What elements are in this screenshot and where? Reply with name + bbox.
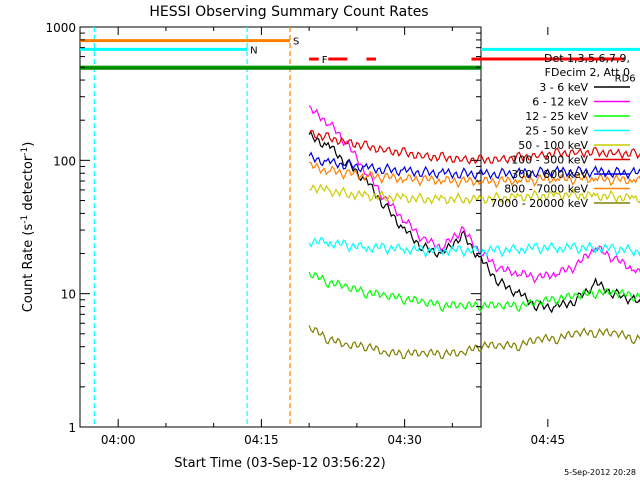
series-line	[308, 105, 640, 284]
x-tick-label: 04:15	[244, 433, 279, 447]
x-tick-label: 04:30	[387, 433, 422, 447]
flag-label: F	[322, 55, 328, 66]
legend-entry-label: 25 - 50 keV	[525, 125, 588, 138]
y-axis-label: Count Rate (s-1 detector-1)	[20, 142, 36, 313]
y-ticks: 1 10 100 1000	[45, 21, 481, 435]
y-tick-label: 1000	[45, 21, 76, 35]
legend-entry-label: 50 - 100 keV	[518, 139, 588, 152]
series-line	[308, 237, 640, 258]
legend-entry-label: 6 - 12 keV	[532, 96, 588, 109]
series-line	[309, 183, 640, 205]
legend-entry-label: 100 - 300 keV	[511, 154, 588, 167]
series-line	[308, 129, 640, 165]
legend-entry-label: 3 - 6 keV	[539, 81, 588, 94]
legend-header-line-1: Det 1,3,5,6,7,9,	[544, 52, 630, 65]
series-line	[308, 325, 640, 360]
x-tick-label: 04:45	[531, 433, 566, 447]
vertical-markers	[93, 27, 291, 427]
series-line	[308, 271, 640, 313]
legend-entry-label: 7000 - 20000 keV	[490, 197, 588, 210]
legend-header-line-2: FDecim 2, Att 0	[545, 66, 630, 79]
y-tick-label: 10	[61, 288, 76, 302]
y-tick-label: 1	[68, 421, 76, 435]
y-tick-label: 100	[53, 154, 76, 168]
chart-title: HESSI Observing Summary Count Rates	[149, 4, 428, 20]
series-line	[308, 151, 640, 181]
flag-lines: SNFRD0RD6	[80, 37, 640, 84]
series-line	[308, 131, 640, 314]
legend-entry-label: 300 - 800 keV	[511, 168, 588, 181]
x-tick-label: 04:00	[101, 433, 136, 447]
flag-label: S	[293, 37, 299, 48]
plot-frame	[79, 26, 482, 428]
series-line	[308, 161, 640, 189]
legend: Det 1,3,5,6,7,9, FDecim 2, Att 0 3 - 6 k…	[490, 52, 630, 210]
flag-label: RD6	[615, 73, 636, 84]
legend-entry-label: 12 - 25 keV	[525, 110, 588, 123]
series-lines	[308, 105, 640, 360]
flag-label: N	[250, 45, 257, 56]
footer-date: 5-Sep-2012 20:28	[564, 468, 636, 477]
legend-entry-label: 800 - 7000 keV	[504, 183, 588, 196]
x-axis-label: Start Time (03-Sep-12 03:56:22)	[174, 456, 385, 471]
